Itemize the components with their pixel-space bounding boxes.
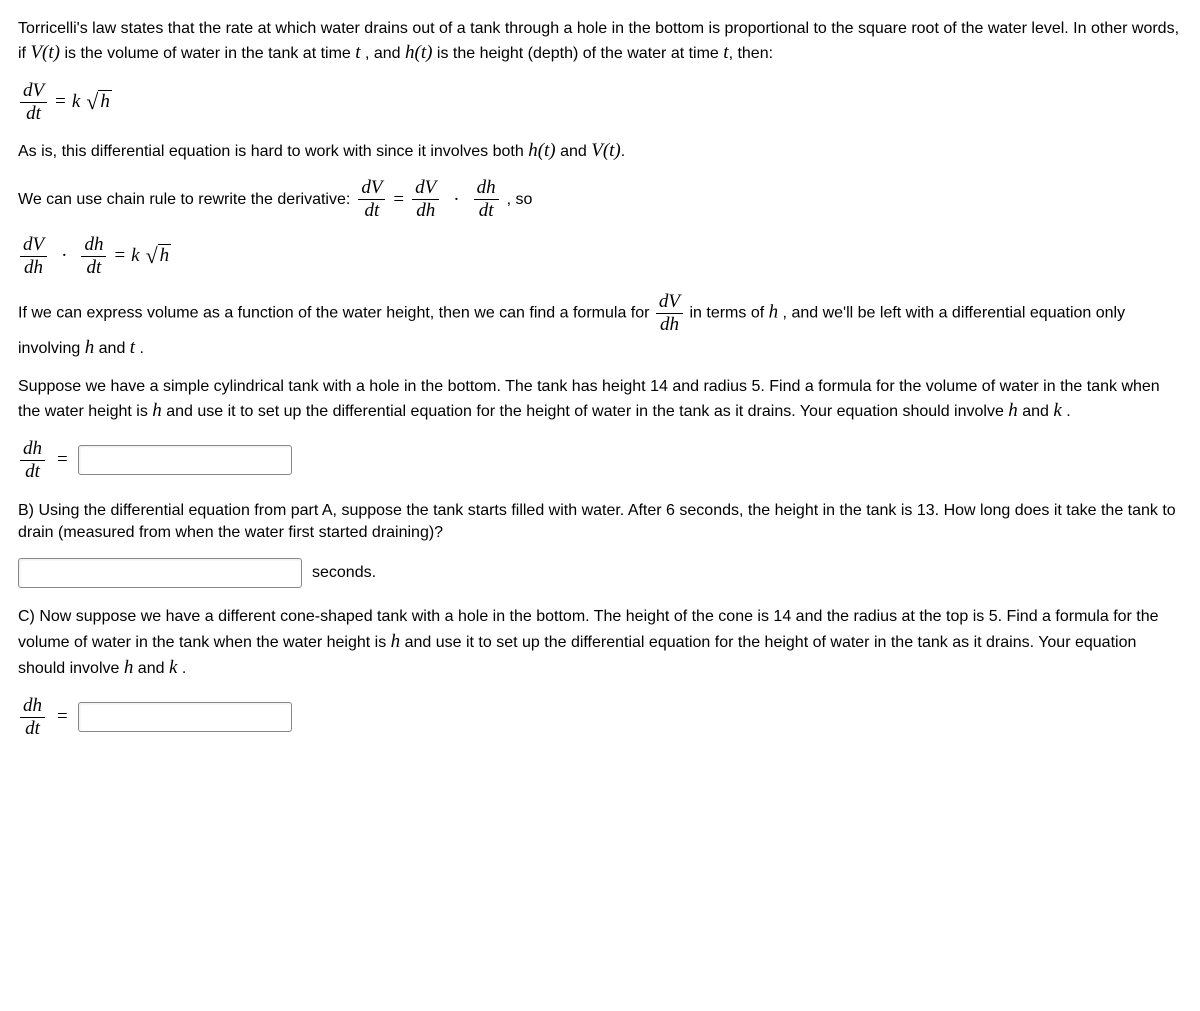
frac-dVdh: dV dh — [412, 178, 439, 221]
var-h4: h — [1008, 400, 1018, 421]
part-a-text: Suppose we have a simple cylindrical tan… — [18, 376, 1182, 425]
frac-num: dV — [20, 81, 47, 103]
frac-num: dV — [358, 178, 385, 200]
frac-num: dh — [474, 178, 499, 200]
eq-sign4: = — [57, 447, 68, 474]
frac-dVdt2: dV dt — [358, 178, 385, 221]
part-b-answer-row: seconds. — [18, 558, 1182, 588]
partC-4: . — [177, 660, 186, 677]
chain-text-4: We can use chain rule to rewrite the der… — [18, 189, 350, 211]
var-h2: h — [85, 337, 95, 358]
k-var2: k — [131, 243, 139, 270]
intro-text-5: , then: — [729, 45, 773, 62]
var-k: k — [1053, 400, 1061, 421]
var-h6: h — [124, 657, 134, 678]
chain-text-2: and — [556, 143, 592, 160]
chain-text-5: , so — [507, 189, 533, 211]
k-var: k — [72, 89, 80, 116]
explain-1: If we can express volume as a function o… — [18, 305, 654, 322]
eq-sign2: = — [393, 187, 404, 214]
frac-num: dh — [20, 439, 45, 461]
frac-num: dh — [20, 696, 45, 718]
partC-3: and — [133, 660, 169, 677]
chain-paragraph-1: As is, this differential equation is har… — [18, 138, 1182, 165]
frac-num: dh — [81, 235, 106, 257]
part-a-input[interactable] — [78, 445, 292, 475]
equation-3: dV dh · dh dt = k √h — [18, 235, 1182, 278]
frac-num: dV — [412, 178, 439, 200]
frac-den: dh — [20, 257, 47, 278]
partA-4: . — [1062, 403, 1071, 420]
part-c-text: C) Now suppose we have a different cone-… — [18, 606, 1182, 682]
frac-den: dh — [656, 314, 683, 335]
sqrt-arg: h — [158, 244, 172, 266]
chain-text-3: . — [621, 143, 625, 160]
chain-text-1: As is, this differential equation is har… — [18, 143, 528, 160]
var-Vt: V(t) — [30, 42, 60, 63]
frac-num: dV — [20, 235, 47, 257]
equation-1: dV dt = k√h — [18, 81, 1182, 124]
var-ht2: h(t) — [528, 140, 555, 161]
chain-paragraph-2: We can use chain rule to rewrite the der… — [18, 178, 1182, 221]
sqrt-arg: h — [98, 90, 112, 112]
eq-sign5: = — [57, 704, 68, 731]
dot-operator: · — [447, 187, 465, 214]
var-h3: h — [152, 400, 162, 421]
frac-dhdt2: dh dt — [81, 235, 106, 278]
explain-5: . — [135, 340, 144, 357]
intro-paragraph: Torricelli's law states that the rate at… — [18, 18, 1182, 67]
eq-sign: = — [55, 89, 66, 116]
frac-den: dt — [20, 103, 47, 124]
intro-text-4: is the height (depth) of the water at ti… — [432, 45, 723, 62]
frac-den: dh — [412, 200, 439, 221]
partA-2: and use it to set up the differential eq… — [162, 403, 1009, 420]
frac-dhdt4: dh dt — [20, 696, 45, 739]
partA-3: and — [1018, 403, 1054, 420]
frac-den: dt — [474, 200, 499, 221]
frac-num: dV — [656, 292, 683, 314]
dot-operator2: · — [55, 243, 73, 270]
frac-dVdh3: dV dh — [656, 292, 683, 335]
frac-dVdh2: dV dh — [20, 235, 47, 278]
var-Vt2: V(t) — [591, 140, 621, 161]
explain-2: in terms of — [689, 305, 768, 322]
part-b-input[interactable] — [18, 558, 302, 588]
var-h: h — [769, 302, 779, 323]
frac-den: dt — [81, 257, 106, 278]
part-c-input[interactable] — [78, 702, 292, 732]
part-c-answer-row: dh dt = — [18, 696, 1182, 739]
frac-den: dt — [20, 461, 45, 482]
var-h5: h — [391, 631, 401, 652]
explain-4: and — [94, 340, 130, 357]
frac-den: dt — [358, 200, 385, 221]
part-a-answer-row: dh dt = — [18, 439, 1182, 482]
part-b-text: B) Using the differential equation from … — [18, 500, 1182, 545]
intro-text-3: , and — [361, 45, 405, 62]
explain-paragraph: If we can express volume as a function o… — [18, 292, 1182, 361]
sqrt-h2: √h — [146, 241, 172, 272]
intro-text-2: is the volume of water in the tank at ti… — [60, 45, 355, 62]
frac-dhdt: dh dt — [474, 178, 499, 221]
frac-den: dt — [20, 718, 45, 739]
frac-dVdt: dV dt — [20, 81, 47, 124]
seconds-label: seconds. — [312, 562, 376, 584]
sqrt-h: √h — [86, 87, 112, 118]
frac-dhdt3: dh dt — [20, 439, 45, 482]
eq-sign3: = — [114, 243, 125, 270]
var-ht: h(t) — [405, 42, 432, 63]
